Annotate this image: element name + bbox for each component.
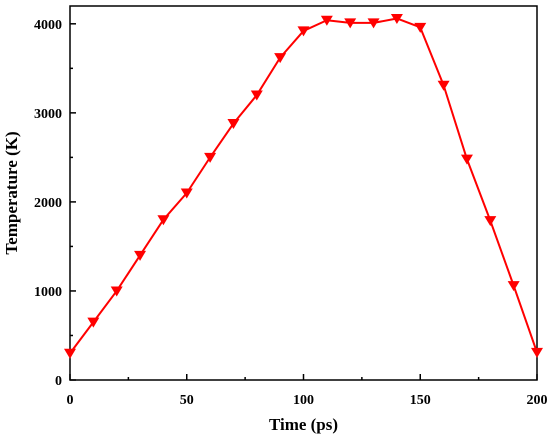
data-point-marker xyxy=(414,22,427,33)
data-point-marker xyxy=(531,347,543,358)
y-tick-label: 4000 xyxy=(34,18,62,33)
y-tick-label: 1000 xyxy=(34,285,62,300)
data-point-marker xyxy=(250,90,263,101)
data-point-marker xyxy=(87,317,100,328)
y-axis-label: Temperature (K) xyxy=(2,131,21,254)
data-point-marker xyxy=(484,216,497,227)
data-point-marker xyxy=(64,348,76,359)
data-point-marker xyxy=(297,26,310,37)
x-tick-label: 100 xyxy=(293,393,314,408)
data-point-marker xyxy=(344,18,357,29)
x-tick-label: 200 xyxy=(527,393,548,408)
y-tick-label: 0 xyxy=(55,374,62,389)
data-point-marker xyxy=(437,80,450,91)
data-point-marker xyxy=(367,18,380,29)
data-point-marker xyxy=(204,152,217,163)
y-tick-label: 2000 xyxy=(34,196,62,211)
x-axis-label: Time (ps) xyxy=(269,415,338,434)
series-layer xyxy=(64,13,543,359)
plot-frame xyxy=(69,5,538,381)
data-point-marker xyxy=(390,13,403,24)
x-tick-label: 150 xyxy=(410,393,431,408)
data-point-marker xyxy=(460,154,473,165)
data-point-marker xyxy=(110,286,123,297)
data-point-marker xyxy=(274,53,287,64)
data-point-marker xyxy=(134,250,147,261)
data-point-marker xyxy=(180,188,193,199)
x-tick-label: 0 xyxy=(67,393,74,408)
data-point-marker xyxy=(320,15,333,26)
x-tick-label: 50 xyxy=(180,393,194,408)
series-line xyxy=(69,17,538,354)
data-point-marker xyxy=(227,119,240,130)
y-tick-label: 3000 xyxy=(34,107,62,122)
data-point-marker xyxy=(507,281,520,292)
axes xyxy=(69,5,538,381)
data-point-marker xyxy=(157,215,170,226)
